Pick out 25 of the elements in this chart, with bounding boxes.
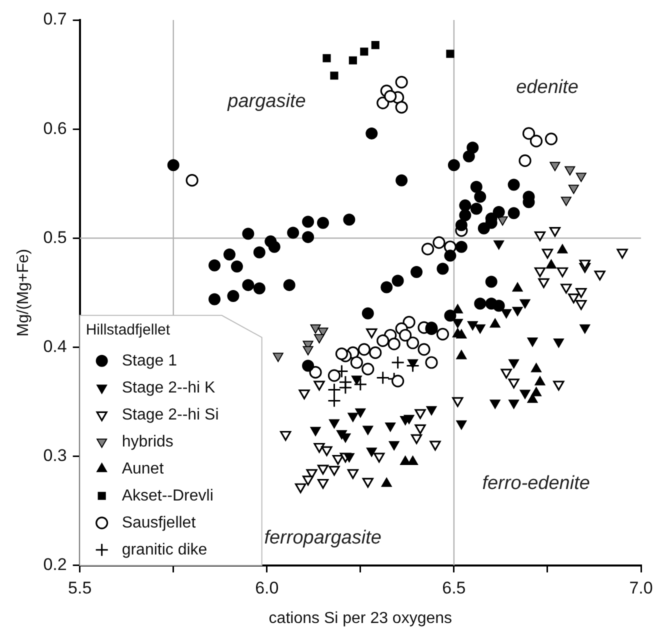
x-tick-label: 7.0: [629, 578, 653, 598]
legend-label: Stage 1: [122, 352, 178, 370]
y-tick-label: 0.4: [43, 336, 67, 356]
annotation: ferro-edenite: [482, 472, 590, 494]
y-tick-label: 0.6: [43, 118, 67, 138]
legend-label: Akset--Drevli: [122, 487, 214, 504]
y-tick-label: 0.7: [43, 10, 67, 29]
x-axis-title: cations Si per 23 oxygens: [268, 610, 452, 627]
legend-label: hybrids: [122, 433, 174, 450]
x-tick-label: 6.0: [255, 578, 279, 598]
y-axis-title: Mg/(Mg+Fe): [15, 248, 32, 336]
y-tick-label: 0.3: [43, 446, 67, 466]
y-tick-label: 0.2: [43, 555, 67, 574]
y-tick-label: 0.5: [43, 228, 67, 247]
x-tick-label: 6.5: [442, 578, 466, 598]
x-tick-label: 5.5: [68, 578, 92, 598]
annotation: ferropargasite: [264, 527, 382, 548]
legend-label: Aunet: [122, 460, 164, 478]
annotation: pargasite: [226, 91, 306, 112]
legend-label: Sausfjellet: [122, 514, 196, 532]
legend-label: granitic dike: [122, 541, 208, 558]
annotation: edenite: [516, 76, 578, 98]
legend-title: Hillstadfjellet: [86, 322, 171, 339]
legend-label: Stage 2--hi K: [122, 379, 216, 396]
legend-label: Stage 2--hi Si: [122, 406, 219, 424]
